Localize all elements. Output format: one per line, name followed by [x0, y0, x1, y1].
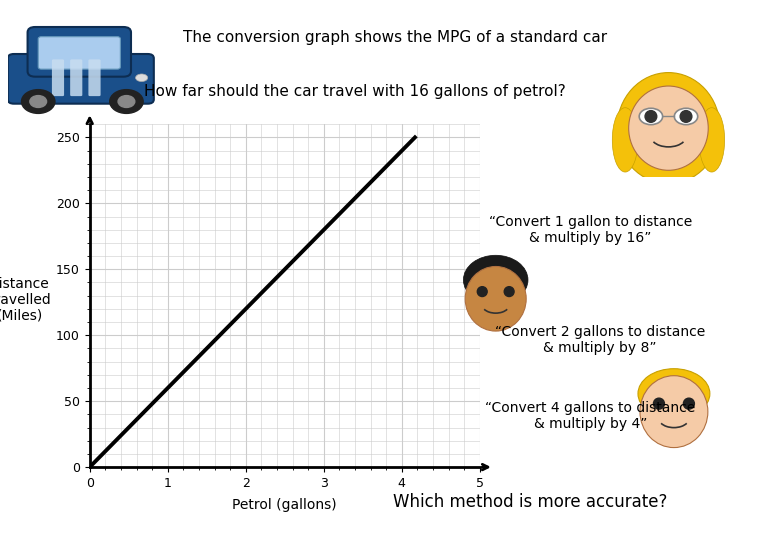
Circle shape	[654, 398, 665, 409]
Text: The conversion graph shows the MPG of a standard car: The conversion graph shows the MPG of a …	[183, 30, 608, 45]
Text: How far should the car travel with 16 gallons of petrol?: How far should the car travel with 16 ga…	[144, 84, 566, 99]
FancyBboxPatch shape	[52, 59, 64, 96]
Circle shape	[477, 287, 488, 296]
Ellipse shape	[612, 107, 638, 172]
Ellipse shape	[465, 266, 526, 331]
Circle shape	[680, 111, 692, 123]
FancyBboxPatch shape	[88, 59, 101, 96]
Circle shape	[30, 96, 47, 107]
Text: Which method is more accurate?: Which method is more accurate?	[393, 493, 668, 511]
Text: “Convert 1 gallon to distance
& multiply by 16”: “Convert 1 gallon to distance & multiply…	[489, 215, 692, 245]
FancyBboxPatch shape	[27, 27, 131, 77]
Circle shape	[22, 90, 55, 113]
FancyBboxPatch shape	[8, 54, 154, 104]
Circle shape	[118, 96, 135, 107]
Text: “Convert 4 gallons to distance
& multiply by 4”: “Convert 4 gallons to distance & multipl…	[485, 401, 696, 431]
Text: Distance
Travelled
(Miles): Distance Travelled (Miles)	[0, 276, 51, 323]
Ellipse shape	[463, 255, 528, 305]
X-axis label: Petrol (gallons): Petrol (gallons)	[232, 498, 337, 512]
Ellipse shape	[617, 72, 720, 184]
Circle shape	[504, 287, 514, 296]
Circle shape	[110, 90, 144, 113]
Ellipse shape	[638, 369, 710, 419]
Circle shape	[683, 398, 694, 409]
Ellipse shape	[136, 74, 147, 82]
Ellipse shape	[640, 108, 663, 125]
Circle shape	[645, 111, 657, 123]
Ellipse shape	[640, 376, 708, 448]
Ellipse shape	[699, 107, 725, 172]
FancyBboxPatch shape	[70, 59, 83, 96]
FancyBboxPatch shape	[38, 37, 120, 69]
Ellipse shape	[674, 108, 698, 125]
Text: “Convert 2 gallons to distance
& multiply by 8”: “Convert 2 gallons to distance & multipl…	[495, 325, 705, 355]
Ellipse shape	[629, 86, 708, 170]
